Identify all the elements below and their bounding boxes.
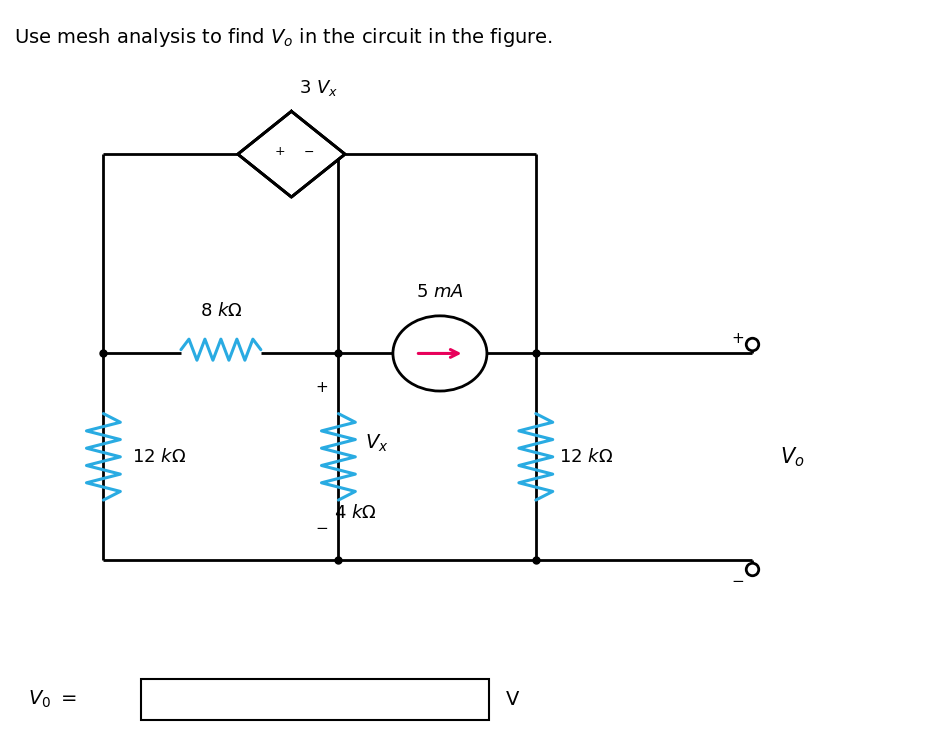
Text: $3\ V_x$: $3\ V_x$ xyxy=(299,77,338,98)
Text: V: V xyxy=(506,690,519,709)
Text: $4\ k\Omega$: $4\ k\Omega$ xyxy=(334,505,376,522)
Text: $V_o$: $V_o$ xyxy=(780,445,805,468)
Text: Use mesh analysis to find $V_o$ in the circuit in the figure.: Use mesh analysis to find $V_o$ in the c… xyxy=(14,26,553,50)
Text: $V_0\ =$: $V_0\ =$ xyxy=(28,689,77,710)
Text: $8\ k\Omega$: $8\ k\Omega$ xyxy=(199,302,243,320)
Text: $-$: $-$ xyxy=(315,519,328,534)
FancyBboxPatch shape xyxy=(141,679,489,720)
Text: $-$: $-$ xyxy=(731,572,744,587)
Text: $5\ mA$: $5\ mA$ xyxy=(416,283,463,301)
Text: $V_x$: $V_x$ xyxy=(365,432,388,454)
Text: $-$: $-$ xyxy=(303,144,314,158)
Text: $12\ k\Omega$: $12\ k\Omega$ xyxy=(132,448,186,465)
Text: $+$: $+$ xyxy=(731,331,744,346)
Polygon shape xyxy=(238,111,345,197)
Circle shape xyxy=(393,316,487,391)
Text: $12\ k\Omega$: $12\ k\Omega$ xyxy=(559,448,614,465)
Text: $+$: $+$ xyxy=(315,380,328,395)
Text: $+$: $+$ xyxy=(274,144,286,158)
